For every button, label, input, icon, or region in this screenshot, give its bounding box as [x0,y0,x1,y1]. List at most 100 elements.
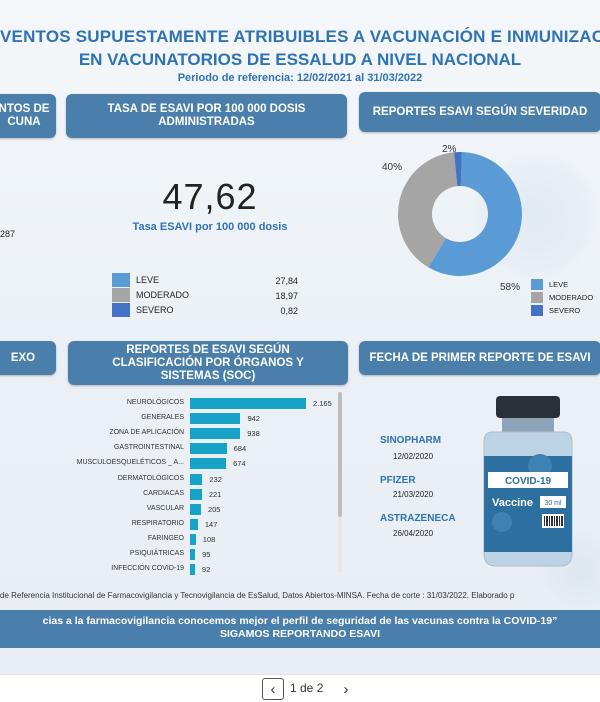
soc-bar-row[interactable]: PSIQUIÁTRICAS 95 [80,548,350,562]
severity-legend-item: MODERADO [531,291,593,304]
soc-value-label: 108 [202,534,216,544]
soc-value-label: 674 [233,459,246,469]
donut-data-label: 58% [500,282,520,293]
soc-bar[interactable] [190,473,203,485]
severity-legend: LEVE MODERADO SEVERO [531,278,593,317]
rate-legend-label: LEVE [136,275,160,285]
severity-donut-chart: 58% 40% 2% [382,144,522,293]
rate-legend-label: SEVERO [136,305,174,315]
rate-legend-severo: SEVERO [112,303,174,317]
soc-value-label: 938 [247,429,260,439]
soc-value-label: 95 [202,550,211,559]
severo-swatch [112,303,130,317]
vaccine-name: ASTRAZENECA [380,513,456,524]
chevron-left-icon: ‹ [270,680,276,698]
vaccine-date: 21/03/2020 [393,490,434,499]
soc-bar[interactable] [190,428,241,440]
soc-bar[interactable] [190,488,202,500]
left-card-header-line2: CUNA [7,116,41,128]
soc-category-label: GASTROINTESTINAL [113,444,184,452]
leve-swatch [531,279,543,290]
vaccine-vial-illustration: COVID-19 Vaccine 30 ml [483,396,573,567]
soc-value-label: 942 [247,414,260,424]
severity-card-header: REPORTES ESAVI SEGÚN SEVERIDAD [359,92,600,132]
next-page-button[interactable]: › [335,678,357,700]
soc-bar[interactable] [190,398,306,409]
rate-legend-label: MODERADO [136,290,190,300]
soc-category-label: MUSCULOESQUELÉTICOS _ A... [76,459,184,467]
previous-page-button[interactable]: ‹ [262,678,284,700]
vaccine-date: 12/02/2020 [393,452,434,461]
rate-legend-value: 0,82 [280,306,298,316]
soc-scrollbar[interactable] [338,392,342,572]
soc-scrollbar-thumb[interactable] [338,392,342,517]
soc-bar-row[interactable]: FARINGEO 108 [80,533,350,547]
banner-line2: SIGAMOS REPORTANDO ESAVI [219,628,381,640]
reference-period: Periodo de referencia: 12/02/2021 al 31/… [177,72,423,84]
soc-value-label: 232 [209,474,222,484]
soc-bar[interactable] [190,458,227,470]
soc-card-header: REPORTES DE ESAVI SEGÚN CLASIFICACIÓN PO… [68,341,348,385]
soc-bar-row[interactable]: RESPIRATORIO 147 [80,518,350,532]
soc-bar-row[interactable]: INFECCIÓN COVID-19 92 [80,563,350,577]
soc-bar[interactable] [190,518,198,530]
vial-volume: 30 ml [544,500,562,507]
severity-legend-label: MODERADO [549,293,594,302]
soc-category-label: NEUROLÓGICOS [126,399,184,406]
severity-legend-item: SEVERO [531,304,593,317]
soc-bar-row[interactable]: ZONA DE APLICACIÓN 938 [80,427,350,441]
soc-category-label: VASCULAR [146,504,184,512]
soc-bar-row[interactable]: GENERALES 942 [80,412,350,426]
soc-bar[interactable] [190,533,196,545]
soc-category-label: GENERALES [141,414,184,422]
soc-bar-row[interactable]: CARDIACAS 221 [80,488,350,502]
sex-card-header: EXO [0,341,56,375]
soc-value-label: 205 [207,504,221,514]
soc-bar[interactable] [190,443,227,455]
soc-bar[interactable] [190,503,201,515]
soc-category-label: ZONA DE APLICACIÓN [109,429,184,437]
left-card-value: 287 [0,229,16,239]
soc-category-label: RESPIRATORIO [131,519,184,527]
moderado-swatch [112,288,130,302]
rate-legend-leve: LEVE [112,273,159,287]
severity-legend-label: SEVERO [549,306,581,315]
rate-legend-value: 27,84 [275,276,298,286]
rate-legend-value: 18,97 [275,291,298,301]
donut-slice-leve[interactable] [428,152,522,276]
soc-bar-row[interactable]: GASTROINTESTINAL 684 [80,442,350,456]
soc-bar-row[interactable]: DERMATOLÓGICOS 232 [80,473,350,487]
soc-bar-row[interactable]: VASCULAR 205 [80,503,350,517]
report-title-line1: VENTOS SUPUESTAMENTE ATRIBUIBLES A VACUN… [0,27,600,46]
severity-legend-label: LEVE [549,280,569,289]
soc-bar[interactable] [190,549,196,560]
vaccine-name: PFIZER [380,475,416,486]
chevron-right-icon: › [343,680,349,698]
leve-swatch [112,273,130,287]
vaccine-name: SINOPHARM [380,435,442,446]
page-navigator: ‹ 1 de 2 › [0,674,600,702]
esavi-rate-value: 47,62 [162,176,258,217]
rate-legend-moderado: MODERADO [112,288,189,302]
moderado-swatch [531,292,543,303]
esavi-rate-caption: Tasa ESAVI por 100 000 dosis [132,221,288,233]
soc-bar-row[interactable]: NEUROLÓGICOS 2.165 [80,397,350,411]
page-indicator: 1 de 2 [290,681,324,695]
soc-bar-row[interactable]: MUSCULOESQUELÉTICOS _ A... 674 [76,457,350,471]
soc-value-label: 92 [201,565,211,575]
soc-value-label: 684 [233,444,247,454]
data-source-note: de Referencia Institucional de Farmacovi… [0,591,515,600]
soc-value-label: 147 [204,519,218,529]
soc-bar[interactable] [190,564,195,576]
severity-legend-item: LEVE [531,278,593,291]
donut-slice-moderado[interactable] [398,152,458,268]
vial-label: COVID-19 [505,476,552,487]
vaccine-date: 26/04/2020 [393,529,434,538]
soc-category-label: INFECCIÓN COVID-19 [111,565,184,573]
soc-category-label: DERMATOLÓGICOS [117,474,184,482]
donut-slice-severo[interactable] [454,152,462,187]
severo-swatch [531,305,543,316]
left-card-header: NTOS DE CUNA [0,94,56,138]
soc-bar[interactable] [190,413,241,425]
vial-brand: Vaccine [492,497,533,509]
